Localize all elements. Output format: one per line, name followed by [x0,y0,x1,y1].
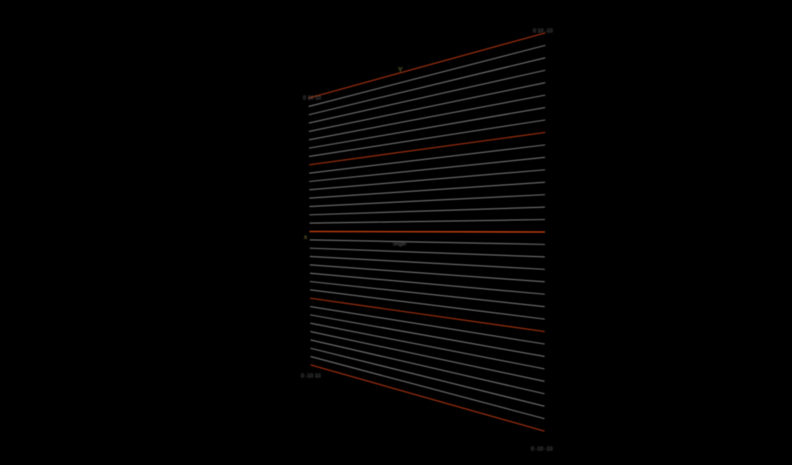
svg-text:0 -10 10: 0 -10 10 [301,374,321,380]
svg-text:0 10 -10: 0 10 -10 [533,29,553,35]
svg-text:0 -10 -10: 0 -10 -10 [531,447,553,453]
svg-text:0 10 10: 0 10 10 [303,96,321,102]
svg-text:origin: origin [393,242,406,248]
svg-text:Y: Y [398,67,403,74]
